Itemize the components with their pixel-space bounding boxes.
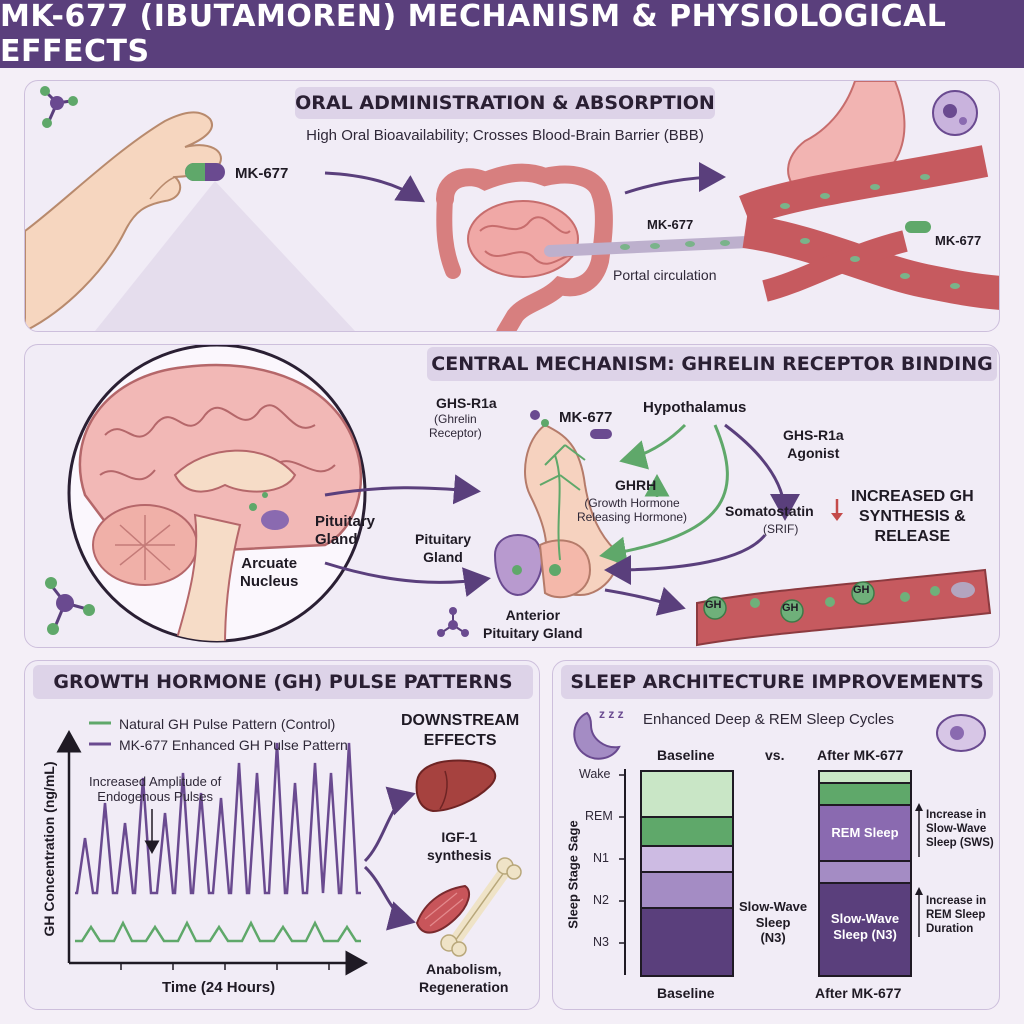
pituitary-brain-label: Pituitary Gland xyxy=(315,513,376,548)
after-bar xyxy=(818,770,912,977)
intestine-icon xyxy=(436,163,613,331)
note-rem: Increase in REM Sleep Duration xyxy=(926,895,987,935)
liver-icon xyxy=(415,759,497,813)
oral-heading: ORAL ADMINISTRATION & ABSORPTION xyxy=(295,87,715,119)
srif-label: (SRIF) xyxy=(763,522,799,536)
mk677-trace xyxy=(75,742,361,895)
cell-icon xyxy=(932,90,978,136)
legend-control-label: Natural GH Pulse Pattern (Control) xyxy=(119,716,336,732)
note-sws: Increase in Slow-Wave Sleep (SWS) xyxy=(926,809,994,849)
pill-label: MK-677 xyxy=(235,165,289,182)
igf-label: IGF-1 synthesis xyxy=(427,829,492,863)
y-axis-label: GH Concentration (ng/mL) xyxy=(41,761,57,937)
central-mk-label: MK-677 xyxy=(559,409,613,426)
vs-label: vs. xyxy=(765,747,785,763)
molecule-icon-3 xyxy=(437,607,469,637)
sleep-y-label: Sleep Stage Sage xyxy=(565,820,581,929)
stage-n1: N1 xyxy=(593,851,609,865)
page-title: MK-677 (IBUTAMOREN) MECHANISM & PHYSIOLO… xyxy=(0,0,947,69)
stage-rem: REM xyxy=(585,809,613,823)
increased-gh-label: INCREASED GH SYNTHESIS & RELEASE xyxy=(851,488,974,545)
hand-icon xyxy=(25,111,222,331)
control-trace xyxy=(75,920,361,943)
x-axis-label: Time (24 Hours) xyxy=(162,979,276,996)
moon-icon xyxy=(573,711,621,760)
brainstem xyxy=(173,513,242,641)
gh-pulse-panel: GROWTH HORMONE (GH) PULSE PATTERNS xyxy=(24,660,540,1010)
stage-n2: N2 xyxy=(593,893,609,907)
blood-vessel-icon xyxy=(739,145,999,310)
oral-subtitle: High Oral Bioavailability; Crosses Blood… xyxy=(306,127,704,144)
bone-icon xyxy=(440,857,522,957)
baseline-bottom-label: Baseline xyxy=(657,985,715,1001)
pill-icon xyxy=(185,163,225,181)
central-illustration xyxy=(45,345,992,647)
gh-bubble-1: GH xyxy=(705,599,722,611)
portal-mk-label: MK-677 xyxy=(647,217,694,232)
pituitary-diagram xyxy=(493,423,619,599)
sws-in-bar: Slow-Wave Sleep (N3) xyxy=(830,911,900,942)
cell-icon-2 xyxy=(936,714,986,752)
hypothalamus-label: Hypothalamus xyxy=(643,399,747,416)
central-mechanism-panel: CENTRAL MECHANISM: GHRELIN RECEPTOR BIND… xyxy=(24,344,1000,648)
zzz-label: z z z xyxy=(599,707,624,721)
mk-pill-icon xyxy=(530,410,612,439)
pituitary-brain xyxy=(261,510,289,530)
legend-mk-label: MK-677 Enhanced GH Pulse Pattern xyxy=(119,737,348,753)
ghsr-sub-label: (Ghrelin Receptor) xyxy=(429,412,482,440)
baseline-bar xyxy=(640,770,734,977)
amplitude-annotation: Increased Amplitude of Endogenous Pulses xyxy=(89,774,222,804)
gh-blood-vessel xyxy=(696,568,992,647)
anabolism-label: Anabolism, Regeneration xyxy=(419,961,509,995)
after-bottom-label: After MK-677 xyxy=(815,985,902,1001)
central-heading: CENTRAL MECHANISM: GHRELIN RECEPTOR BIND… xyxy=(427,347,997,381)
muscle-icon xyxy=(415,884,471,934)
ghrh-sub-label: (Growth Hormone Releasing Hormone) xyxy=(577,496,688,524)
oral-administration-panel: ORAL ADMINISTRATION & ABSORPTION High Or… xyxy=(24,80,1000,332)
oral-illustration xyxy=(25,81,999,331)
rem-sleep-in-bar: REM Sleep xyxy=(831,825,899,840)
brain-icon xyxy=(78,363,363,641)
stage-n3: N3 xyxy=(593,935,609,949)
baseline-top-label: Baseline xyxy=(657,747,715,763)
title-banner: MK-677 (IBUTAMOREN) MECHANISM & PHYSIOLO… xyxy=(0,0,1024,69)
downstream-label: DOWNSTREAM EFFECTS xyxy=(401,712,520,749)
gh-bubble-2: GH xyxy=(782,602,799,614)
after-top-label: After MK-677 xyxy=(817,747,904,763)
ghrh-label: GHRH xyxy=(615,477,657,493)
sws-label: Slow-Wave Sleep (N3) xyxy=(739,899,808,946)
gh-heading: GROWTH HORMONE (GH) PULSE PATTERNS xyxy=(33,665,533,699)
gh-bubble-3: GH xyxy=(853,584,870,596)
sleep-heading: SLEEP ARCHITECTURE IMPROVEMENTS xyxy=(561,665,993,699)
gh-pulse-chart xyxy=(56,721,522,976)
somatostatin-label: Somatostatin xyxy=(725,503,814,519)
sleep-subtitle: Enhanced Deep & REM Sleep Cycles xyxy=(643,711,894,728)
agonist-label: GHS-R1a Agonist xyxy=(783,427,844,461)
anterior-pituitary-label: Anterior Pituitary Gland xyxy=(483,607,583,641)
arcuate-label: Arcuate Nucleus xyxy=(240,555,299,590)
portal-circulation-label: Portal circulation xyxy=(613,267,717,283)
sleep-panel: SLEEP ARCHITECTURE IMPROVEMENTS xyxy=(552,660,1000,1010)
molecule-icon-2 xyxy=(45,577,95,635)
vessel-mk-label: MK-677 xyxy=(935,233,982,248)
pituitary-gland-label: Pituitary Gland xyxy=(415,531,472,565)
sleep-chart xyxy=(573,711,986,977)
stage-wake: Wake xyxy=(579,767,611,781)
ghsr-label: GHS-R1a xyxy=(436,395,497,411)
molecule-icon xyxy=(40,86,78,128)
